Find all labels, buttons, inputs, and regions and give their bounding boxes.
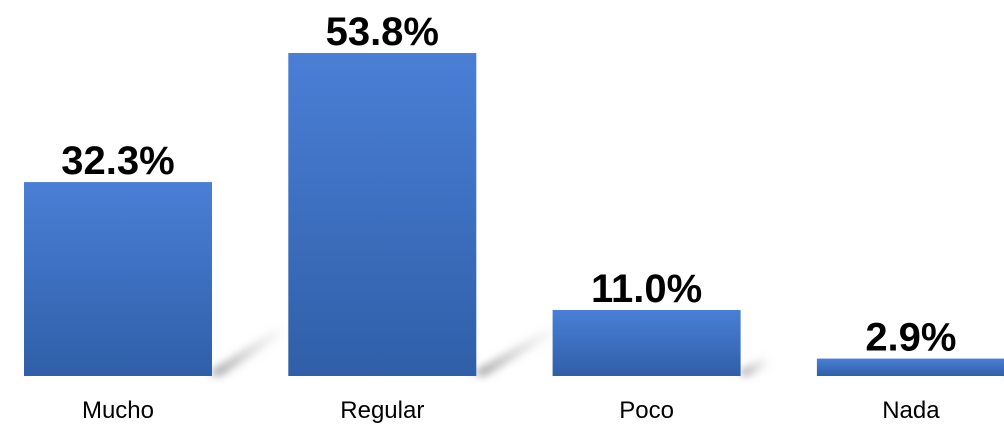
value-labels: 32.3% 53.8% 11.0% 2.9%	[61, 10, 956, 360]
bar-shadow-regular	[476, 326, 560, 376]
bar-shadows	[212, 326, 772, 376]
bar-mucho	[24, 182, 212, 376]
category-label-nada: Nada	[882, 397, 940, 424]
value-label-regular: 53.8%	[326, 10, 439, 54]
category-labels: Mucho Regular Poco Nada	[82, 397, 940, 424]
bar-regular	[288, 53, 477, 376]
category-label-poco: Poco	[619, 397, 674, 424]
bars	[24, 53, 1004, 376]
value-label-poco: 11.0%	[591, 267, 702, 311]
value-label-mucho: 32.3%	[61, 139, 174, 183]
category-label-mucho: Mucho	[82, 397, 154, 424]
bar-nada	[816, 358, 1004, 376]
bar-poco	[552, 309, 741, 376]
value-label-nada: 2.9%	[865, 316, 956, 360]
bar-shadow-poco	[740, 357, 772, 376]
category-label-regular: Regular	[340, 397, 424, 424]
bar-shadow-mucho	[212, 326, 288, 376]
